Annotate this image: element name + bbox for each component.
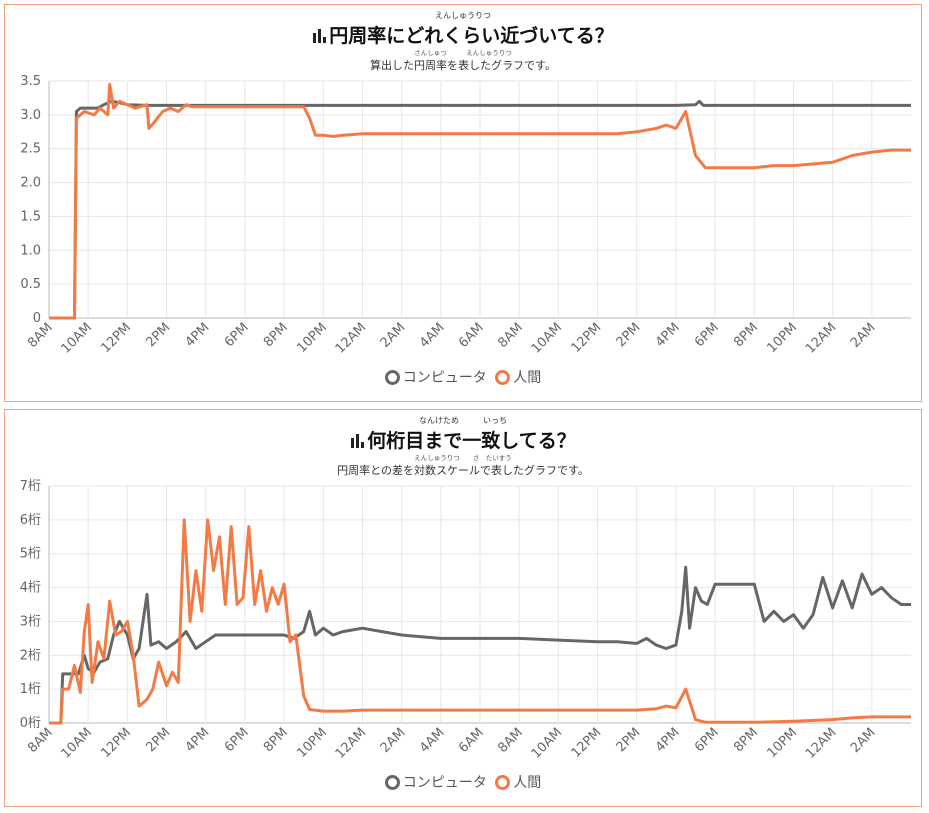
chart-legend[interactable]: コンピュータ 人間	[5, 772, 921, 794]
y-tick-label: 0.5	[20, 277, 41, 292]
legend-item-computer[interactable]: コンピュータ	[384, 772, 487, 792]
chart-subtitle: さんしゅつ えんしゅうりつ 算出した円周率を表したグラフです。	[5, 49, 921, 73]
legend-item-computer[interactable]: コンピュータ	[384, 367, 487, 387]
x-tick-label: 8PM	[731, 725, 761, 755]
chart-icon	[350, 431, 365, 453]
x-tick-label: 2PM	[143, 320, 173, 350]
y-tick-label: 7桁	[20, 479, 41, 494]
x-tick-label: 10AM	[529, 320, 566, 357]
x-tick-label: 4PM	[653, 320, 683, 350]
y-tick-label: 3桁	[20, 614, 41, 629]
y-tick-label: 6桁	[20, 513, 41, 528]
x-tick-label: 8AM	[25, 320, 56, 351]
legend-label-human: 人間	[513, 370, 542, 386]
y-tick-label: 3.0	[20, 108, 41, 123]
x-tick-label: 10AM	[58, 320, 95, 357]
chart-panel-pi-value: えんしゅうりつ 円周率にどれくらい近づいてる？ さんしゅつ えんしゅうりつ 算出…	[4, 4, 922, 402]
y-tick-label: 4桁	[20, 581, 41, 596]
subtitle-ruby: えんしゅうりつ さ たいすう	[414, 454, 512, 462]
x-tick-label: 8PM	[261, 725, 291, 755]
chart-panel-matching-digits: なんけため いっち 何桁目まで一致してる？ えんしゅうりつ さ たいすう 円周率…	[4, 409, 922, 807]
series-line-human	[49, 82, 911, 320]
x-tick-label: 8PM	[731, 320, 761, 350]
x-tick-label: 2AM	[848, 320, 879, 351]
x-tick-label: 10AM	[529, 725, 566, 762]
y-tick-label: 3.5	[20, 74, 41, 89]
x-tick-label: 8PM	[261, 320, 291, 350]
y-tick-label: 2.5	[20, 142, 41, 157]
legend-marker-human	[495, 774, 511, 790]
series-line-human	[49, 518, 911, 725]
x-tick-label: 2PM	[614, 725, 644, 755]
subtitle-text: 円周率との差を対数スケールで表したグラフです。	[337, 464, 589, 477]
y-tick-label: 2.0	[20, 176, 41, 191]
title-ruby: なんけため いっち	[419, 416, 507, 425]
x-tick-label: 6AM	[456, 320, 487, 351]
x-tick-label: 12AM	[803, 320, 840, 357]
subtitle-ruby: さんしゅつ えんしゅうりつ	[414, 49, 512, 57]
title-ruby: えんしゅうりつ	[434, 11, 492, 20]
x-tick-label: 4AM	[417, 725, 448, 756]
y-tick-label: 1桁	[20, 682, 41, 697]
chart-legend[interactable]: コンピュータ 人間	[5, 367, 921, 389]
legend-marker-computer	[384, 369, 400, 385]
x-tick-label: 8AM	[495, 320, 526, 351]
x-tick-label: 12PM	[569, 725, 605, 761]
y-tick-label: 1.0	[20, 243, 41, 258]
x-tick-label: 2AM	[378, 725, 409, 756]
x-tick-label: 8AM	[495, 725, 526, 756]
y-tick-label: 2桁	[20, 648, 41, 663]
x-tick-label: 12AM	[333, 725, 370, 762]
legend-marker-human	[495, 369, 511, 385]
x-tick-label: 4PM	[183, 725, 213, 755]
title-text: 何桁目まで一致してる？	[367, 430, 576, 452]
x-tick-label: 6PM	[222, 320, 252, 350]
legend-marker-computer	[384, 774, 400, 790]
x-tick-label: 2AM	[848, 725, 879, 756]
x-tick-label: 12PM	[569, 320, 605, 356]
x-tick-label: 4AM	[417, 320, 448, 351]
x-tick-label: 10PM	[294, 725, 330, 761]
x-tick-label: 4PM	[183, 320, 213, 350]
legend-label-human: 人間	[513, 775, 542, 791]
legend-label-computer: コンピュータ	[402, 775, 487, 791]
x-tick-label: 2PM	[143, 725, 173, 755]
x-tick-label: 6PM	[222, 725, 252, 755]
x-tick-label: 6PM	[692, 320, 722, 350]
x-tick-label: 2AM	[378, 320, 409, 351]
legend-item-human[interactable]: 人間	[495, 772, 541, 792]
x-tick-label: 10PM	[764, 320, 800, 356]
y-tick-label: 0	[33, 311, 41, 326]
y-tick-label: 0桁	[20, 716, 41, 731]
subtitle-text: 算出した円周率を表したグラフです。	[370, 59, 556, 72]
x-tick-label: 10AM	[58, 725, 95, 762]
x-tick-label: 12AM	[803, 725, 840, 762]
x-tick-label: 10PM	[294, 320, 330, 356]
y-tick-label: 5桁	[20, 547, 41, 562]
chart-icon	[312, 26, 327, 48]
x-tick-label: 6PM	[692, 725, 722, 755]
title-text: 円周率にどれくらい近づいてる？	[329, 25, 614, 47]
x-tick-label: 4PM	[653, 725, 683, 755]
x-tick-label: 12AM	[333, 320, 370, 357]
chart-subtitle: えんしゅうりつ さ たいすう 円周率との差を対数スケールで表したグラフです。	[5, 454, 921, 478]
x-tick-label: 12PM	[98, 320, 134, 356]
x-tick-label: 12PM	[98, 725, 134, 761]
x-tick-label: 10PM	[764, 725, 800, 761]
x-tick-label: 2PM	[614, 320, 644, 350]
y-tick-label: 1.5	[20, 209, 41, 224]
chart-title: えんしゅうりつ 円周率にどれくらい近づいてる？	[5, 11, 921, 48]
legend-label-computer: コンピュータ	[402, 370, 487, 386]
x-tick-label: 6AM	[456, 725, 487, 756]
legend-item-human[interactable]: 人間	[495, 367, 541, 387]
chart-title: なんけため いっち 何桁目まで一致してる？	[5, 416, 921, 453]
